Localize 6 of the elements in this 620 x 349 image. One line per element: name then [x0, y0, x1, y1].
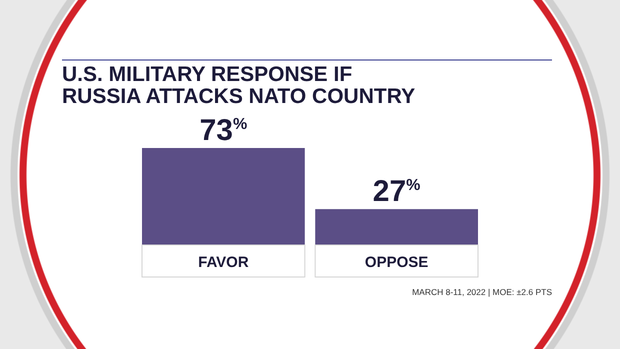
chart-title: U.S. MILITARY RESPONSE IF RUSSIA ATTACKS NATO COUNTRY — [62, 63, 416, 108]
data-label: 27$^{%}$ — [372, 175, 420, 208]
x-tick-label: OPPOSE — [364, 254, 428, 271]
x-tick-label: FAVOR — [198, 254, 249, 271]
data-label: 73$^{%}$ — [200, 114, 248, 147]
text: MARCH 8-11, 2022 | MOE: ±2.6 PTS — [412, 287, 552, 297]
